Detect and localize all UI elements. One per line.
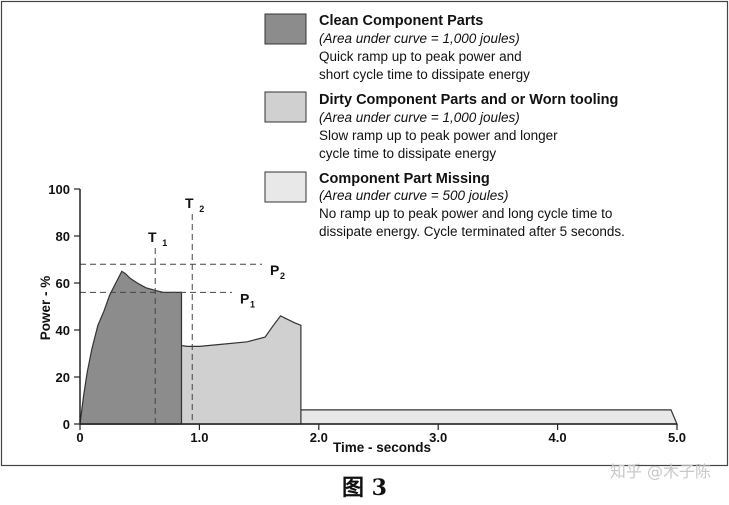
y-tick-label: 0 <box>63 417 70 432</box>
x-axis-label: Time - seconds <box>333 440 431 455</box>
figure-border <box>0 0 729 467</box>
axes <box>79 189 677 425</box>
ref-sub-p2: 2 <box>280 271 285 281</box>
series-areas <box>78 270 678 425</box>
legend-swatch-clean <box>264 13 307 45</box>
ref-sub-t2: 2 <box>199 204 204 214</box>
legend-swatch-dirty <box>264 91 307 123</box>
y-tick-label: 60 <box>56 276 70 291</box>
legend-desc-clean-1: Quick ramp up to peak power and <box>319 49 522 64</box>
legend: Clean Component Parts (Area under curve … <box>264 13 625 239</box>
y-tick-label: 100 <box>48 182 70 197</box>
legend-title-clean: Clean Component Parts <box>319 13 483 29</box>
x-tick-label: 3.0 <box>429 430 447 445</box>
legend-desc-missing-2: dissipate energy. Cycle terminated after… <box>319 224 625 239</box>
y-tick-label: 80 <box>56 229 70 244</box>
x-tick-label: 1.0 <box>190 430 208 445</box>
legend-swatch-missing <box>264 171 307 203</box>
ref-label-p1: P <box>240 290 249 306</box>
legend-desc-missing-1: No ramp up to peak power and long cycle … <box>319 206 612 221</box>
series-area-clean <box>79 270 183 425</box>
x-tick-label: 4.0 <box>549 430 567 445</box>
ref-sub-t1: 1 <box>162 238 167 248</box>
watermark: 知乎 @木子陈 <box>609 462 711 481</box>
legend-desc-dirty-1: Slow ramp up to peak power and longer <box>319 128 558 143</box>
figure-caption: 图 3 <box>342 475 387 501</box>
y-tick-label: 20 <box>56 370 70 385</box>
legend-desc-clean-2: short cycle time to dissipate energy <box>319 67 530 82</box>
y-axis-label: Power - % <box>38 276 53 341</box>
ref-label-t1: T <box>148 229 157 245</box>
legend-title-dirty: Dirty Component Parts and or Worn toolin… <box>319 92 618 108</box>
x-tick-label: 5.0 <box>668 430 686 445</box>
reference-lines: T 1T 2P 1P 2 <box>80 195 285 424</box>
legend-note-clean: (Area under curve = 1,000 joules) <box>319 31 520 46</box>
legend-desc-dirty-2: cycle time to dissipate energy <box>319 146 496 161</box>
x-tick-label: 0 <box>76 430 83 445</box>
y-tick-label: 40 <box>56 323 70 338</box>
legend-note-missing: (Area under curve = 500 joules) <box>319 188 508 203</box>
x-tick-label: 2.0 <box>310 430 328 445</box>
ref-sub-p1: 1 <box>250 299 255 309</box>
ticks: 0 20 40 60 80 100 0 1.0 2.0 3.0 4.0 5.0 <box>48 182 686 445</box>
legend-title-missing: Component Part Missing <box>319 171 490 187</box>
legend-note-dirty: (Area under curve = 1,000 joules) <box>319 110 520 125</box>
ref-label-t2: T <box>185 195 194 211</box>
ref-label-p2: P <box>270 262 279 278</box>
